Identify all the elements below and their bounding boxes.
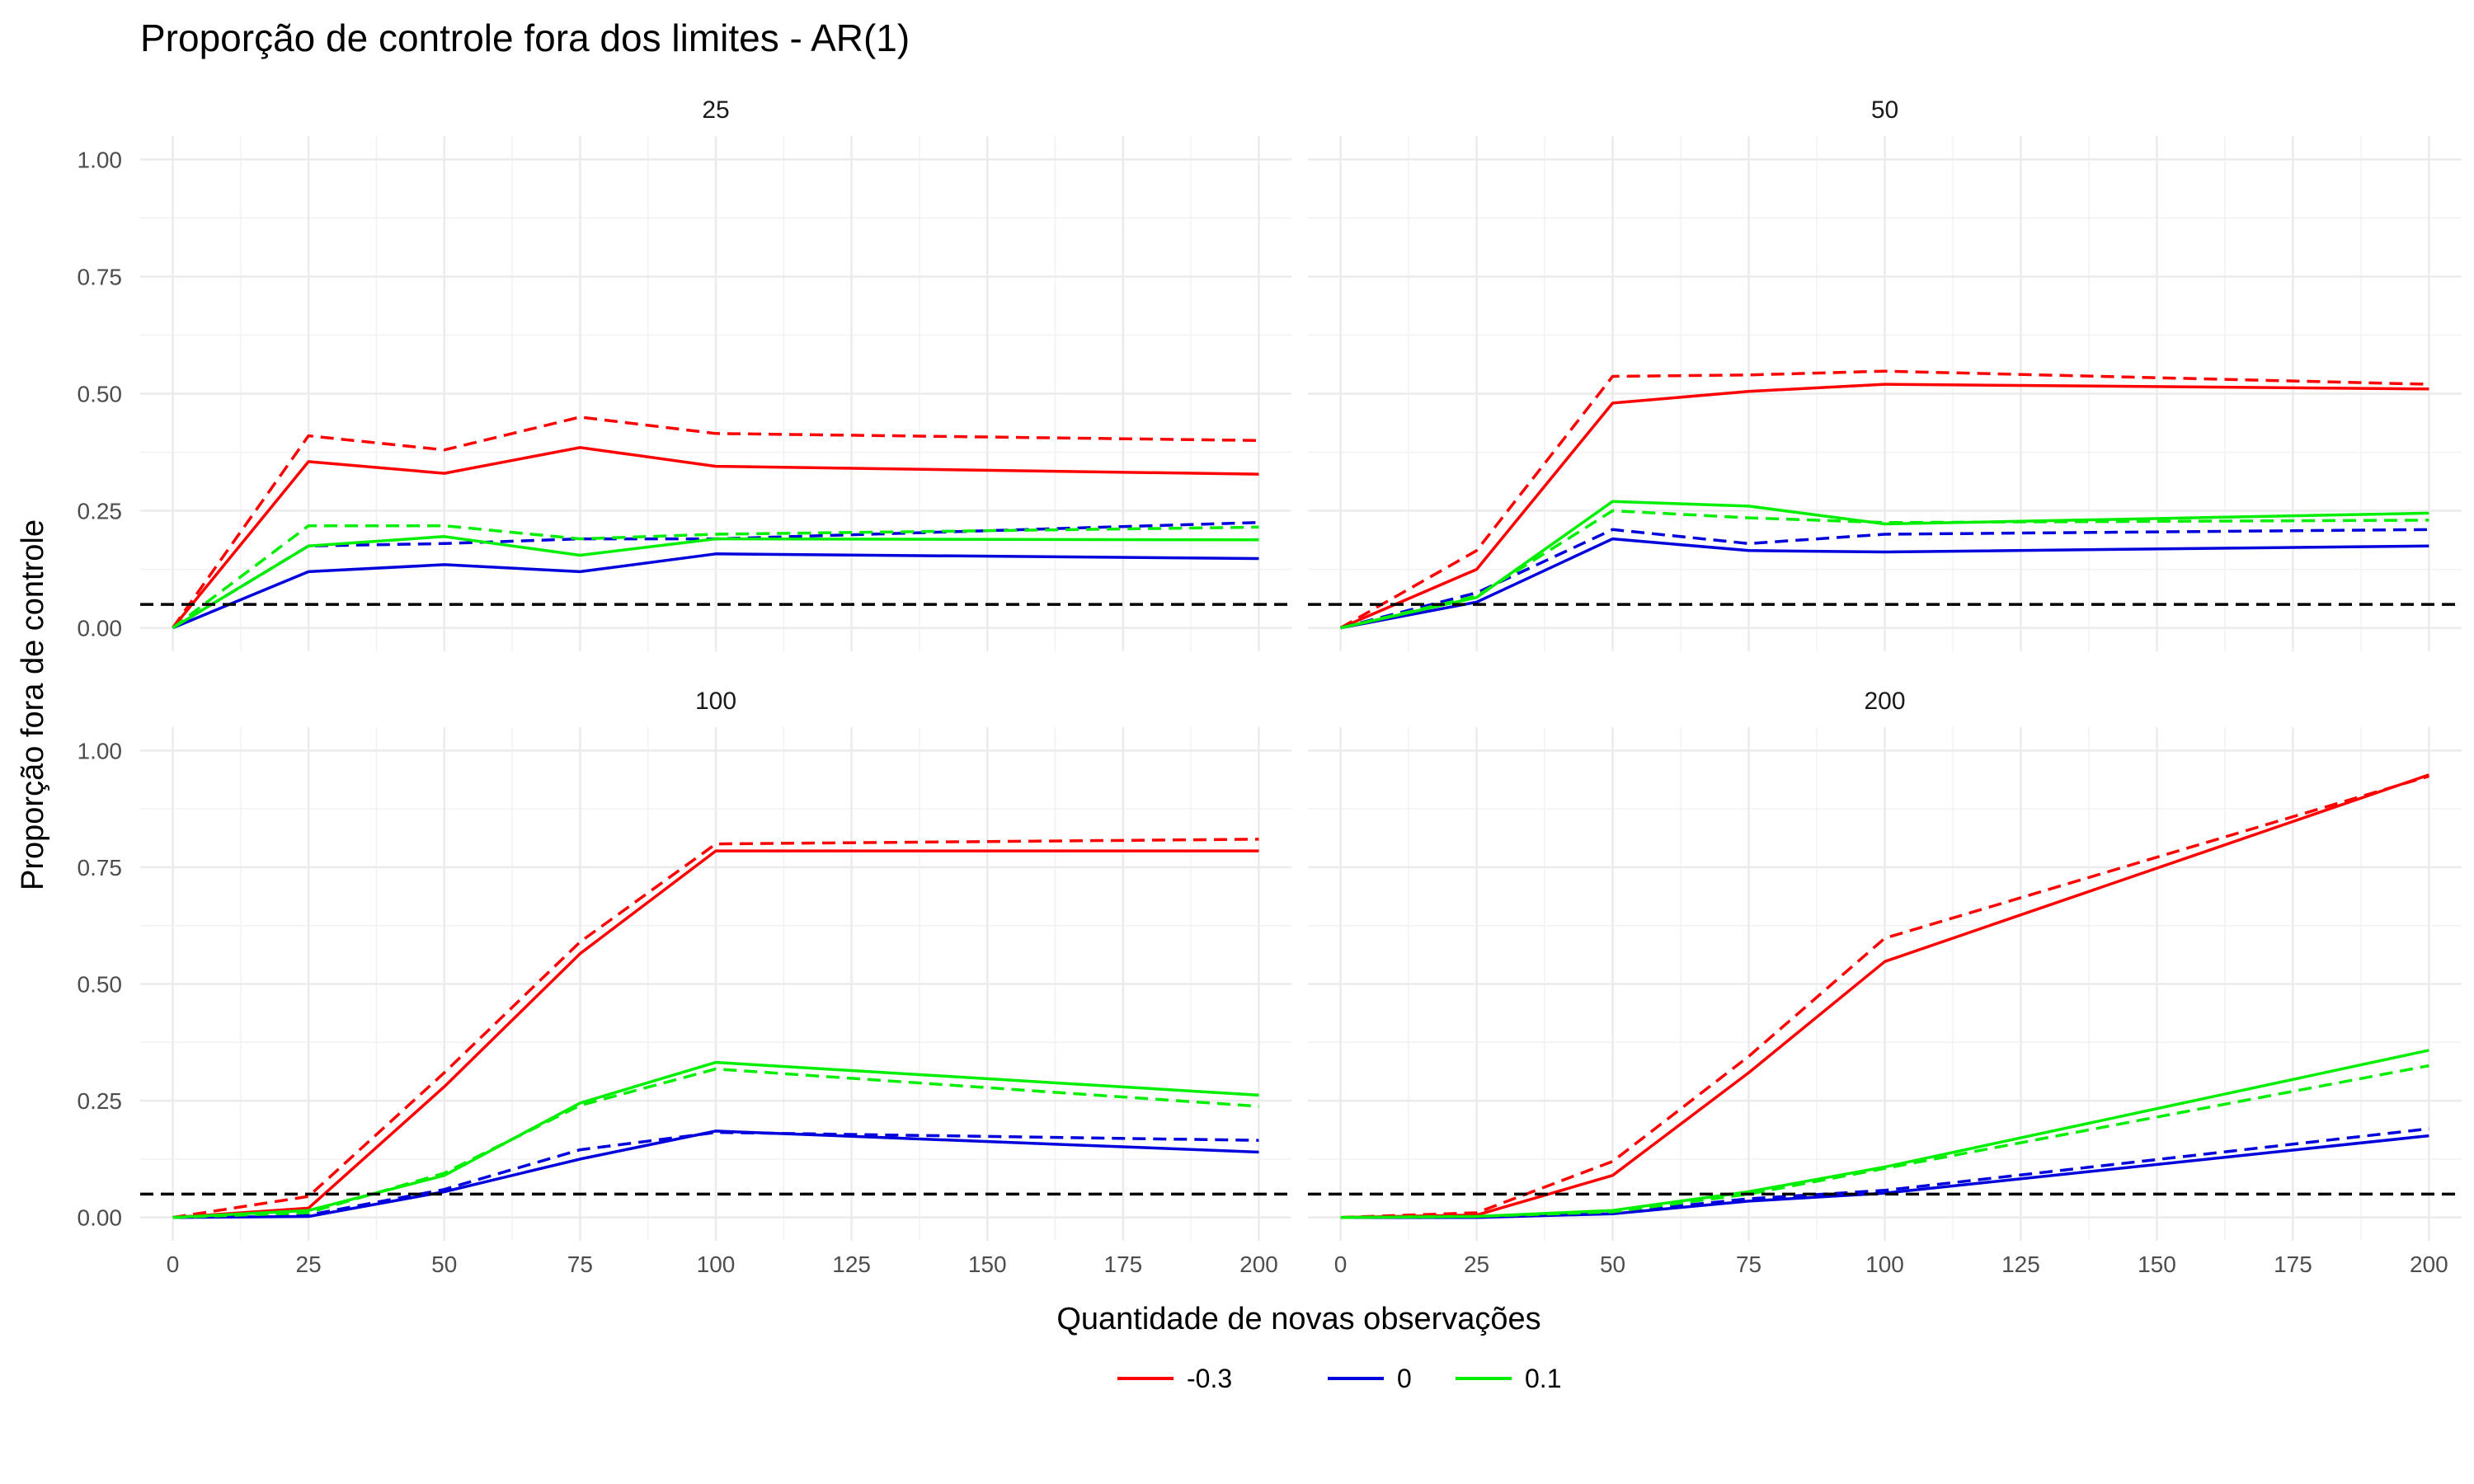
facet-panel-100: 100 0.00 0.25 0.50 0.75 1.00 0 25 50 75 100 125 150 1… bbox=[78, 688, 1291, 1277]
facet-strip-label: 50 bbox=[1871, 96, 1898, 124]
facet-panel-50: 50 bbox=[1308, 96, 2462, 651]
x-tick-label: 175 bbox=[2274, 1252, 2312, 1277]
x-tick-label: 25 bbox=[296, 1252, 322, 1277]
series-line-0.1-dashed bbox=[172, 524, 1259, 629]
series-line--0.3-dashed bbox=[1339, 369, 2429, 630]
series-line-0.1-dashed bbox=[1340, 1064, 2429, 1219]
x-tick-label: 200 bbox=[2410, 1252, 2448, 1277]
y-tick-label: 0.25 bbox=[78, 1088, 123, 1114]
facet-strip-label: 100 bbox=[695, 688, 736, 715]
series-line--0.3-dashed bbox=[1340, 774, 2429, 1219]
legend-item-0.1: 0.1 bbox=[1456, 1364, 1561, 1393]
y-tick-label: 0.75 bbox=[78, 855, 123, 881]
x-tick-label: 200 bbox=[1239, 1252, 1278, 1277]
legend-item--0.3: -0.3 bbox=[1117, 1364, 1232, 1393]
legend-item-0: 0 bbox=[1328, 1364, 1412, 1393]
x-tick-label: 150 bbox=[968, 1252, 1007, 1277]
y-tick-label: 0.25 bbox=[78, 499, 123, 524]
series-line-0-solid bbox=[172, 552, 1259, 630]
y-tick-label: 1.00 bbox=[78, 738, 123, 763]
legend-label: 0.1 bbox=[1525, 1364, 1561, 1393]
series-line--0.3-solid bbox=[172, 446, 1259, 629]
y-tick-label: 1.00 bbox=[78, 147, 123, 172]
series-line-0.1-dashed bbox=[172, 1067, 1259, 1219]
facet-strip-label: 25 bbox=[702, 96, 729, 124]
series-line--0.3-solid bbox=[172, 849, 1259, 1219]
series-line--0.3-dashed bbox=[172, 416, 1259, 629]
y-tick-label: 0.75 bbox=[78, 264, 123, 289]
y-tick-label: 0.50 bbox=[78, 972, 123, 998]
y-tick-label: 0.00 bbox=[78, 1205, 123, 1231]
facet-panel-200: 200 0 25 50 75 100 125 150 175 200 bbox=[1308, 688, 2462, 1277]
series-line-0-dashed bbox=[172, 1130, 1259, 1219]
facet-panel-25: 25 0.00 0.25 0.50 0.75 1.00 bbox=[78, 96, 1291, 651]
x-tick-label: 150 bbox=[2138, 1252, 2176, 1277]
legend-label: 0 bbox=[1397, 1364, 1412, 1393]
facet-strip-label: 200 bbox=[1864, 688, 1905, 715]
series-line--0.3-solid bbox=[1339, 383, 2429, 630]
x-tick-label: 100 bbox=[697, 1252, 736, 1277]
x-tick-label: 175 bbox=[1104, 1252, 1143, 1277]
facet-panels: 25 0.00 0.25 0.50 0.75 1.00 50 100 0.00 0.25 0.50 0… bbox=[78, 96, 2462, 1277]
series-line-0.1-solid bbox=[172, 535, 1259, 630]
series-line-0-solid bbox=[1340, 537, 2429, 630]
legend: -0.3 0 0.1 bbox=[1117, 1364, 1561, 1393]
series-line-0-dashed bbox=[1340, 528, 2429, 630]
x-tick-label: 0 bbox=[167, 1252, 180, 1277]
y-tick-label: 0.00 bbox=[78, 616, 123, 641]
x-tick-label: 25 bbox=[1464, 1252, 1489, 1277]
y-tick-label: 0.50 bbox=[78, 382, 123, 407]
x-tick-label: 50 bbox=[1600, 1252, 1625, 1277]
x-tick-label: 100 bbox=[1865, 1252, 1904, 1277]
x-tick-label: 0 bbox=[1334, 1252, 1348, 1277]
x-tick-label: 125 bbox=[2001, 1252, 2040, 1277]
x-tick-label: 75 bbox=[1736, 1252, 1761, 1277]
x-tick-label: 50 bbox=[431, 1252, 457, 1277]
x-axis-title: Quantidade de novas observações bbox=[1056, 1302, 1540, 1336]
x-tick-label: 125 bbox=[832, 1252, 871, 1277]
y-axis-title: Proporção fora de controle bbox=[16, 519, 50, 890]
x-tick-label: 75 bbox=[567, 1252, 593, 1277]
series-line-0.1-dashed bbox=[1340, 509, 2429, 630]
series-line--0.3-dashed bbox=[172, 838, 1259, 1219]
legend-label: -0.3 bbox=[1187, 1364, 1232, 1393]
chart-title: Proporção de controle fora dos limites -… bbox=[140, 16, 910, 59]
